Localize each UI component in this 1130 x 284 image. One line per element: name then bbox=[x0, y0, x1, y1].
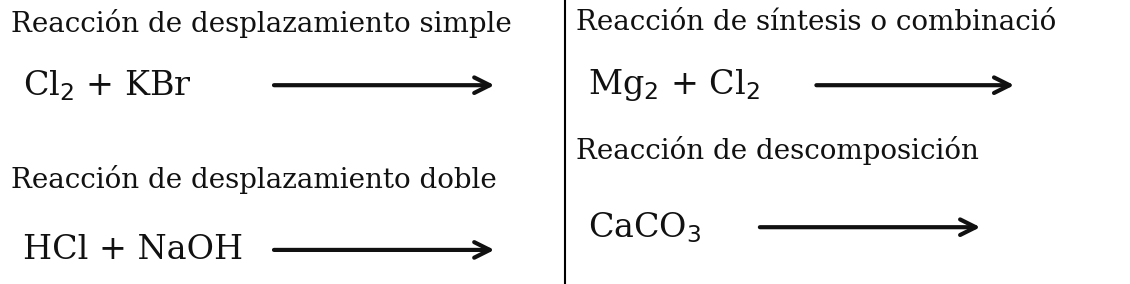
Text: Reacción de desplazamiento simple: Reacción de desplazamiento simple bbox=[11, 9, 512, 37]
Text: Reacción de desplazamiento doble: Reacción de desplazamiento doble bbox=[11, 165, 497, 194]
Text: HCl + NaOH: HCl + NaOH bbox=[23, 234, 243, 266]
Text: CaCO$_3$: CaCO$_3$ bbox=[588, 210, 701, 245]
Text: Cl$_2$ + KBr: Cl$_2$ + KBr bbox=[23, 68, 192, 103]
Text: Reacción de descomposición: Reacción de descomposición bbox=[576, 136, 980, 165]
Text: Mg$_2$ + Cl$_2$: Mg$_2$ + Cl$_2$ bbox=[588, 67, 759, 103]
Text: Reacción de síntesis o combinació: Reacción de síntesis o combinació bbox=[576, 9, 1057, 36]
